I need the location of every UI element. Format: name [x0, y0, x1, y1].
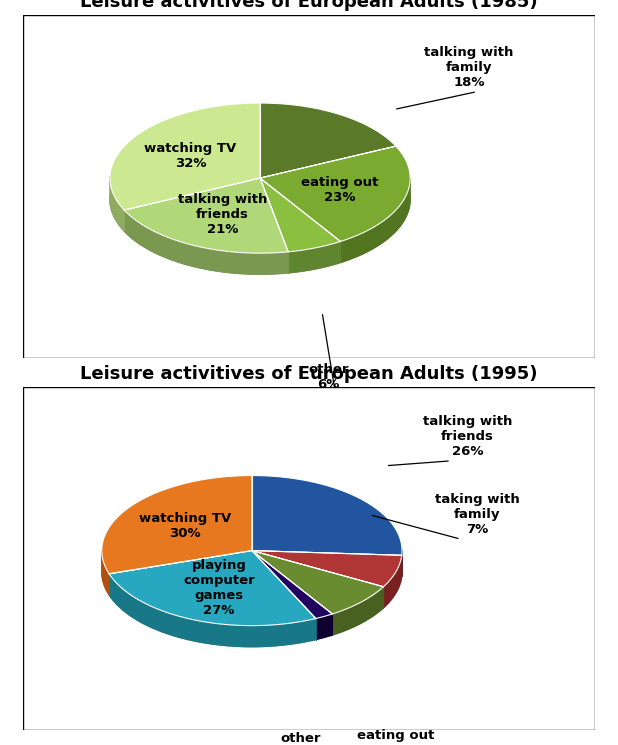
Polygon shape — [252, 551, 332, 618]
Title: Leisure activitives of European Adults (1995): Leisure activitives of European Adults (… — [80, 365, 538, 383]
Text: other
6%: other 6% — [308, 363, 349, 391]
Polygon shape — [252, 551, 383, 614]
Title: Leisure activitives of European Adults (1985): Leisure activitives of European Adults (… — [80, 0, 538, 10]
Text: taking with
family
7%: taking with family 7% — [434, 493, 520, 536]
Polygon shape — [260, 103, 396, 178]
Text: eating out
23%: eating out 23% — [300, 176, 378, 203]
Polygon shape — [124, 210, 288, 274]
FancyBboxPatch shape — [23, 387, 595, 730]
Polygon shape — [288, 241, 341, 273]
Text: talking with
family
18%: talking with family 18% — [424, 45, 514, 89]
Polygon shape — [252, 475, 402, 555]
Text: playing
computer
games
27%: playing computer games 27% — [183, 559, 255, 618]
Text: talking with
friends
21%: talking with friends 21% — [178, 194, 267, 236]
Polygon shape — [341, 177, 410, 262]
Polygon shape — [260, 178, 341, 252]
Polygon shape — [332, 587, 383, 635]
Text: watching TV
32%: watching TV 32% — [144, 142, 237, 170]
Polygon shape — [260, 146, 410, 241]
Ellipse shape — [110, 124, 410, 274]
Ellipse shape — [102, 496, 402, 647]
Text: watching TV
30%: watching TV 30% — [139, 513, 231, 540]
Polygon shape — [109, 574, 316, 647]
Polygon shape — [109, 551, 316, 626]
FancyBboxPatch shape — [23, 15, 595, 358]
Text: other
2%: other 2% — [281, 732, 321, 745]
Polygon shape — [383, 555, 402, 608]
Polygon shape — [316, 614, 332, 639]
Polygon shape — [110, 176, 124, 231]
Polygon shape — [102, 475, 252, 574]
Polygon shape — [102, 550, 109, 595]
Text: talking with
friends
26%: talking with friends 26% — [423, 415, 512, 458]
Polygon shape — [252, 551, 402, 587]
Polygon shape — [110, 103, 260, 210]
Text: eating out
8%: eating out 8% — [357, 729, 434, 745]
Polygon shape — [124, 178, 288, 253]
